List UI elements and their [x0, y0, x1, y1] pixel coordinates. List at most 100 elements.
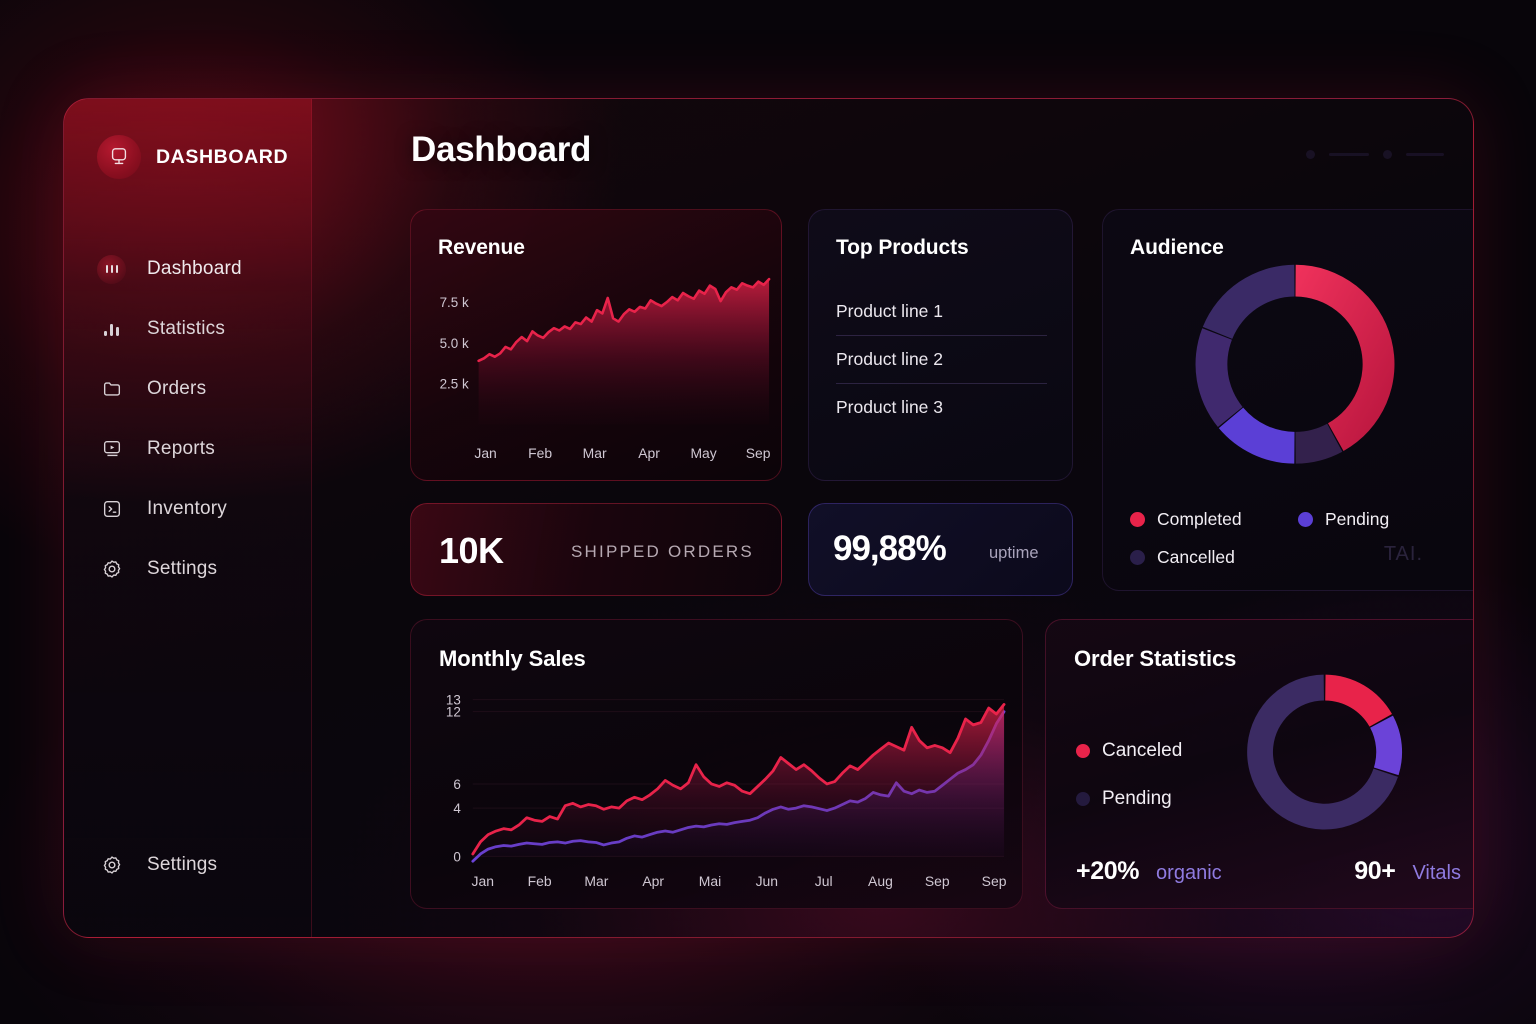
- organic-metric-value: +20%: [1076, 857, 1140, 885]
- svg-text:13: 13: [446, 693, 461, 708]
- bars-circle-icon: [97, 254, 126, 284]
- svg-text:Feb: Feb: [528, 873, 552, 889]
- sidebar-item-settings[interactable]: Settings: [64, 539, 311, 599]
- legend-dot: [1076, 792, 1090, 806]
- list-item[interactable]: Product line 1: [836, 288, 1047, 336]
- svg-text:4: 4: [453, 801, 461, 816]
- sidebar-item-label: Reports: [147, 438, 215, 459]
- shipped-orders-value: 10K: [439, 530, 504, 571]
- list-item[interactable]: Product line 2: [836, 336, 1047, 384]
- svg-text:Aug: Aug: [868, 873, 893, 889]
- monitor-icon: [97, 135, 141, 179]
- legend-label: Cancelled: [1157, 547, 1235, 567]
- sidebar-item-orders[interactable]: Orders: [64, 359, 311, 419]
- revenue-card: Revenue 2.5 k 5.0 k 7.5 k Jan Feb Mar Apr May Se…: [410, 209, 782, 481]
- deco-dot-icon: [1383, 150, 1392, 159]
- monthly-sales-title: Monthly Sales: [439, 646, 586, 671]
- top-products-list: Product line 1 Product line 2 Product li…: [836, 288, 1047, 431]
- svg-text:6: 6: [453, 777, 460, 792]
- svg-text:May: May: [690, 445, 716, 461]
- svg-text:Jan: Jan: [472, 873, 494, 889]
- svg-text:0: 0: [453, 849, 460, 864]
- legend-dot: [1130, 550, 1145, 565]
- bar-chart-icon: [97, 315, 126, 344]
- legend-item-pending[interactable]: Pending: [1298, 509, 1465, 530]
- vitals-metric-tag: Vitals: [1412, 862, 1461, 884]
- svg-text:Mar: Mar: [584, 873, 608, 889]
- top-products-title: Top Products: [836, 236, 969, 259]
- legend-label: Pending: [1102, 788, 1172, 809]
- svg-text:Apr: Apr: [638, 445, 660, 461]
- audience-title: Audience: [1130, 236, 1224, 259]
- sidebar-item-label: Dashboard: [147, 258, 242, 279]
- svg-text:Sep: Sep: [746, 445, 771, 461]
- sidebar-item-reports[interactable]: Reports: [64, 419, 311, 479]
- revenue-chart: 2.5 k 5.0 k 7.5 k Jan Feb Mar Apr May Sep: [440, 277, 771, 461]
- order-statistics-donut-chart: [1247, 674, 1403, 830]
- main-content: Dashboard Revenue 2.5 k 5.0 k 7.5 k Jan Feb M…: [312, 99, 1473, 937]
- legend-label: Canceled: [1102, 740, 1183, 761]
- folder-icon: [97, 375, 126, 404]
- svg-text:Jun: Jun: [756, 873, 778, 889]
- uptime-value: 99,88%: [833, 529, 947, 568]
- deco-dot-icon: [1306, 150, 1315, 159]
- svg-text:2.5 k: 2.5 k: [440, 377, 469, 392]
- organic-metric-tag: organic: [1156, 862, 1222, 884]
- sidebar-item-inventory[interactable]: Inventory: [64, 479, 311, 539]
- svg-text:5.0 k: 5.0 k: [440, 336, 469, 351]
- header-decoration: [1306, 150, 1444, 159]
- legend-dot: [1298, 512, 1313, 527]
- audience-watermark: TAI.: [1383, 543, 1423, 565]
- sidebar-item-label: Statistics: [147, 318, 226, 339]
- order-statistics-footer: +20% organic 90+ Vitals: [1076, 857, 1461, 886]
- sidebar-item-label: Orders: [147, 378, 207, 399]
- order-statistics-legend: Canceled Pending: [1076, 740, 1182, 836]
- legend-item-pending[interactable]: Pending: [1076, 788, 1182, 810]
- list-item[interactable]: Product line 3: [836, 397, 944, 417]
- deco-bar-icon: [1406, 153, 1444, 156]
- legend-dot: [1076, 744, 1090, 758]
- svg-text:7.5 k: 7.5 k: [440, 295, 469, 310]
- legend-item-cancelled[interactable]: Cancelled: [1130, 547, 1298, 568]
- top-products-card: Top Products Product line 1 Product line…: [808, 209, 1073, 481]
- svg-text:Mar: Mar: [583, 445, 607, 461]
- gear-icon: [97, 555, 126, 584]
- legend-label: Completed: [1157, 509, 1242, 529]
- svg-text:Jul: Jul: [815, 873, 833, 889]
- terminal-icon: [97, 495, 126, 524]
- sidebar-item-dashboard[interactable]: Dashboard: [64, 239, 311, 299]
- legend-label: Pending: [1325, 509, 1390, 529]
- svg-text:Apr: Apr: [642, 873, 664, 889]
- play-box-icon: [97, 435, 126, 464]
- shipped-orders-card: 10K SHIPPED ORDERS: [410, 503, 782, 596]
- order-statistics-card: Order Statistics Canceled Pending +20% o…: [1045, 619, 1473, 909]
- audience-donut-chart: [1195, 264, 1395, 464]
- svg-text:Feb: Feb: [528, 445, 552, 461]
- gear-icon: [97, 851, 126, 880]
- deco-bar-icon: [1329, 153, 1369, 156]
- legend-item-canceled[interactable]: Canceled: [1076, 740, 1182, 762]
- brand[interactable]: DASHBOARD: [97, 135, 288, 179]
- svg-text:Sep: Sep: [925, 873, 950, 889]
- sidebar-item-statistics[interactable]: Statistics: [64, 299, 311, 359]
- legend-dot: [1130, 512, 1145, 527]
- svg-text:Mai: Mai: [699, 873, 721, 889]
- uptime-label: uptime: [989, 544, 1039, 562]
- sidebar: DASHBOARD Dashboard Statistics: [64, 99, 312, 937]
- shipped-orders-label: SHIPPED ORDERS: [571, 542, 754, 561]
- sidebar-item-label: Settings: [147, 558, 218, 579]
- sidebar-footer: Settings: [64, 835, 311, 895]
- audience-card: Audience TAI. Completed Pending Cancelle…: [1102, 209, 1473, 591]
- brand-title: DASHBOARD: [156, 145, 289, 168]
- vitals-metric-value: 90+: [1354, 857, 1396, 885]
- uptime-card: 99,88% uptime: [808, 503, 1073, 596]
- page-title: Dashboard: [411, 130, 592, 169]
- revenue-title: Revenue: [438, 236, 525, 259]
- svg-text:Jan: Jan: [474, 445, 496, 461]
- svg-text:12: 12: [446, 705, 461, 720]
- monthly-sales-card: Monthly Sales 0 4 6 12 13 Jan Feb Mar Apr Mai Jun J…: [410, 619, 1023, 909]
- sidebar-footer-settings[interactable]: Settings: [64, 835, 311, 895]
- legend-item-completed[interactable]: Completed: [1130, 509, 1298, 530]
- sidebar-item-label: Inventory: [147, 498, 227, 519]
